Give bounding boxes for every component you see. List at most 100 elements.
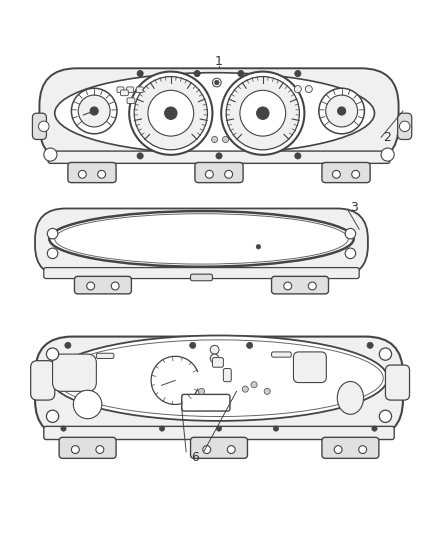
Circle shape [226,77,300,150]
FancyBboxPatch shape [35,208,368,276]
Ellipse shape [337,382,364,414]
Circle shape [319,88,364,134]
Circle shape [65,342,71,349]
Circle shape [210,354,219,363]
Text: 3: 3 [350,201,358,214]
Circle shape [221,71,304,155]
Circle shape [295,153,301,159]
FancyBboxPatch shape [68,163,116,183]
Circle shape [352,171,360,178]
Circle shape [203,446,211,454]
Circle shape [227,446,235,454]
FancyBboxPatch shape [272,276,328,294]
Circle shape [295,70,301,77]
Text: 2: 2 [383,131,391,144]
Circle shape [223,136,229,142]
Ellipse shape [55,214,348,264]
Circle shape [194,70,200,77]
Circle shape [240,90,286,136]
Ellipse shape [49,211,354,266]
FancyBboxPatch shape [322,163,370,183]
Circle shape [332,171,340,178]
Circle shape [256,245,261,249]
Circle shape [326,95,357,127]
Circle shape [225,171,233,178]
Circle shape [190,342,196,349]
Circle shape [47,229,58,239]
Circle shape [78,171,86,178]
FancyBboxPatch shape [127,98,135,103]
Circle shape [347,110,353,116]
Circle shape [61,426,66,431]
Circle shape [137,70,143,77]
Circle shape [210,345,219,354]
FancyBboxPatch shape [212,358,223,367]
Circle shape [39,121,49,132]
Circle shape [46,410,59,423]
FancyBboxPatch shape [136,87,143,93]
Circle shape [216,426,222,431]
Circle shape [251,382,257,388]
Circle shape [264,388,270,394]
FancyBboxPatch shape [293,352,326,383]
FancyBboxPatch shape [195,163,243,183]
Ellipse shape [55,72,374,154]
FancyBboxPatch shape [39,68,399,163]
Circle shape [345,248,356,259]
Text: 1: 1 [215,55,223,68]
FancyBboxPatch shape [182,394,230,411]
FancyBboxPatch shape [48,151,390,163]
Circle shape [96,446,104,454]
Circle shape [367,342,373,349]
Circle shape [87,282,95,290]
FancyBboxPatch shape [117,87,124,93]
Circle shape [212,78,221,87]
Circle shape [359,446,367,454]
Circle shape [247,342,253,349]
FancyBboxPatch shape [96,353,114,359]
Circle shape [148,90,194,136]
Circle shape [238,70,244,77]
Circle shape [273,426,279,431]
Text: 6: 6 [191,450,199,464]
Circle shape [399,121,410,132]
FancyBboxPatch shape [31,361,55,400]
FancyBboxPatch shape [127,87,134,93]
Circle shape [372,426,377,431]
Circle shape [78,95,110,127]
Circle shape [294,86,301,93]
FancyBboxPatch shape [74,276,131,294]
Circle shape [379,410,392,423]
FancyBboxPatch shape [120,90,128,96]
Circle shape [165,107,177,119]
Circle shape [134,77,208,150]
Circle shape [379,348,392,360]
FancyBboxPatch shape [223,368,231,382]
Circle shape [215,80,219,85]
Circle shape [205,171,213,178]
FancyBboxPatch shape [44,426,394,440]
Circle shape [85,115,91,120]
Circle shape [98,171,106,178]
Circle shape [137,153,143,159]
Circle shape [198,388,205,394]
Ellipse shape [74,390,102,419]
FancyBboxPatch shape [272,352,291,357]
FancyBboxPatch shape [191,437,247,458]
Circle shape [90,107,98,115]
Circle shape [46,348,59,360]
Circle shape [305,86,312,93]
Circle shape [381,148,394,161]
Circle shape [338,107,346,115]
Circle shape [257,107,269,119]
Circle shape [71,446,79,454]
Circle shape [308,282,316,290]
FancyBboxPatch shape [44,268,359,279]
Circle shape [242,386,248,392]
Circle shape [212,136,218,142]
FancyBboxPatch shape [398,113,412,140]
Circle shape [334,446,342,454]
Circle shape [111,282,119,290]
Circle shape [345,229,356,239]
FancyBboxPatch shape [59,437,116,458]
